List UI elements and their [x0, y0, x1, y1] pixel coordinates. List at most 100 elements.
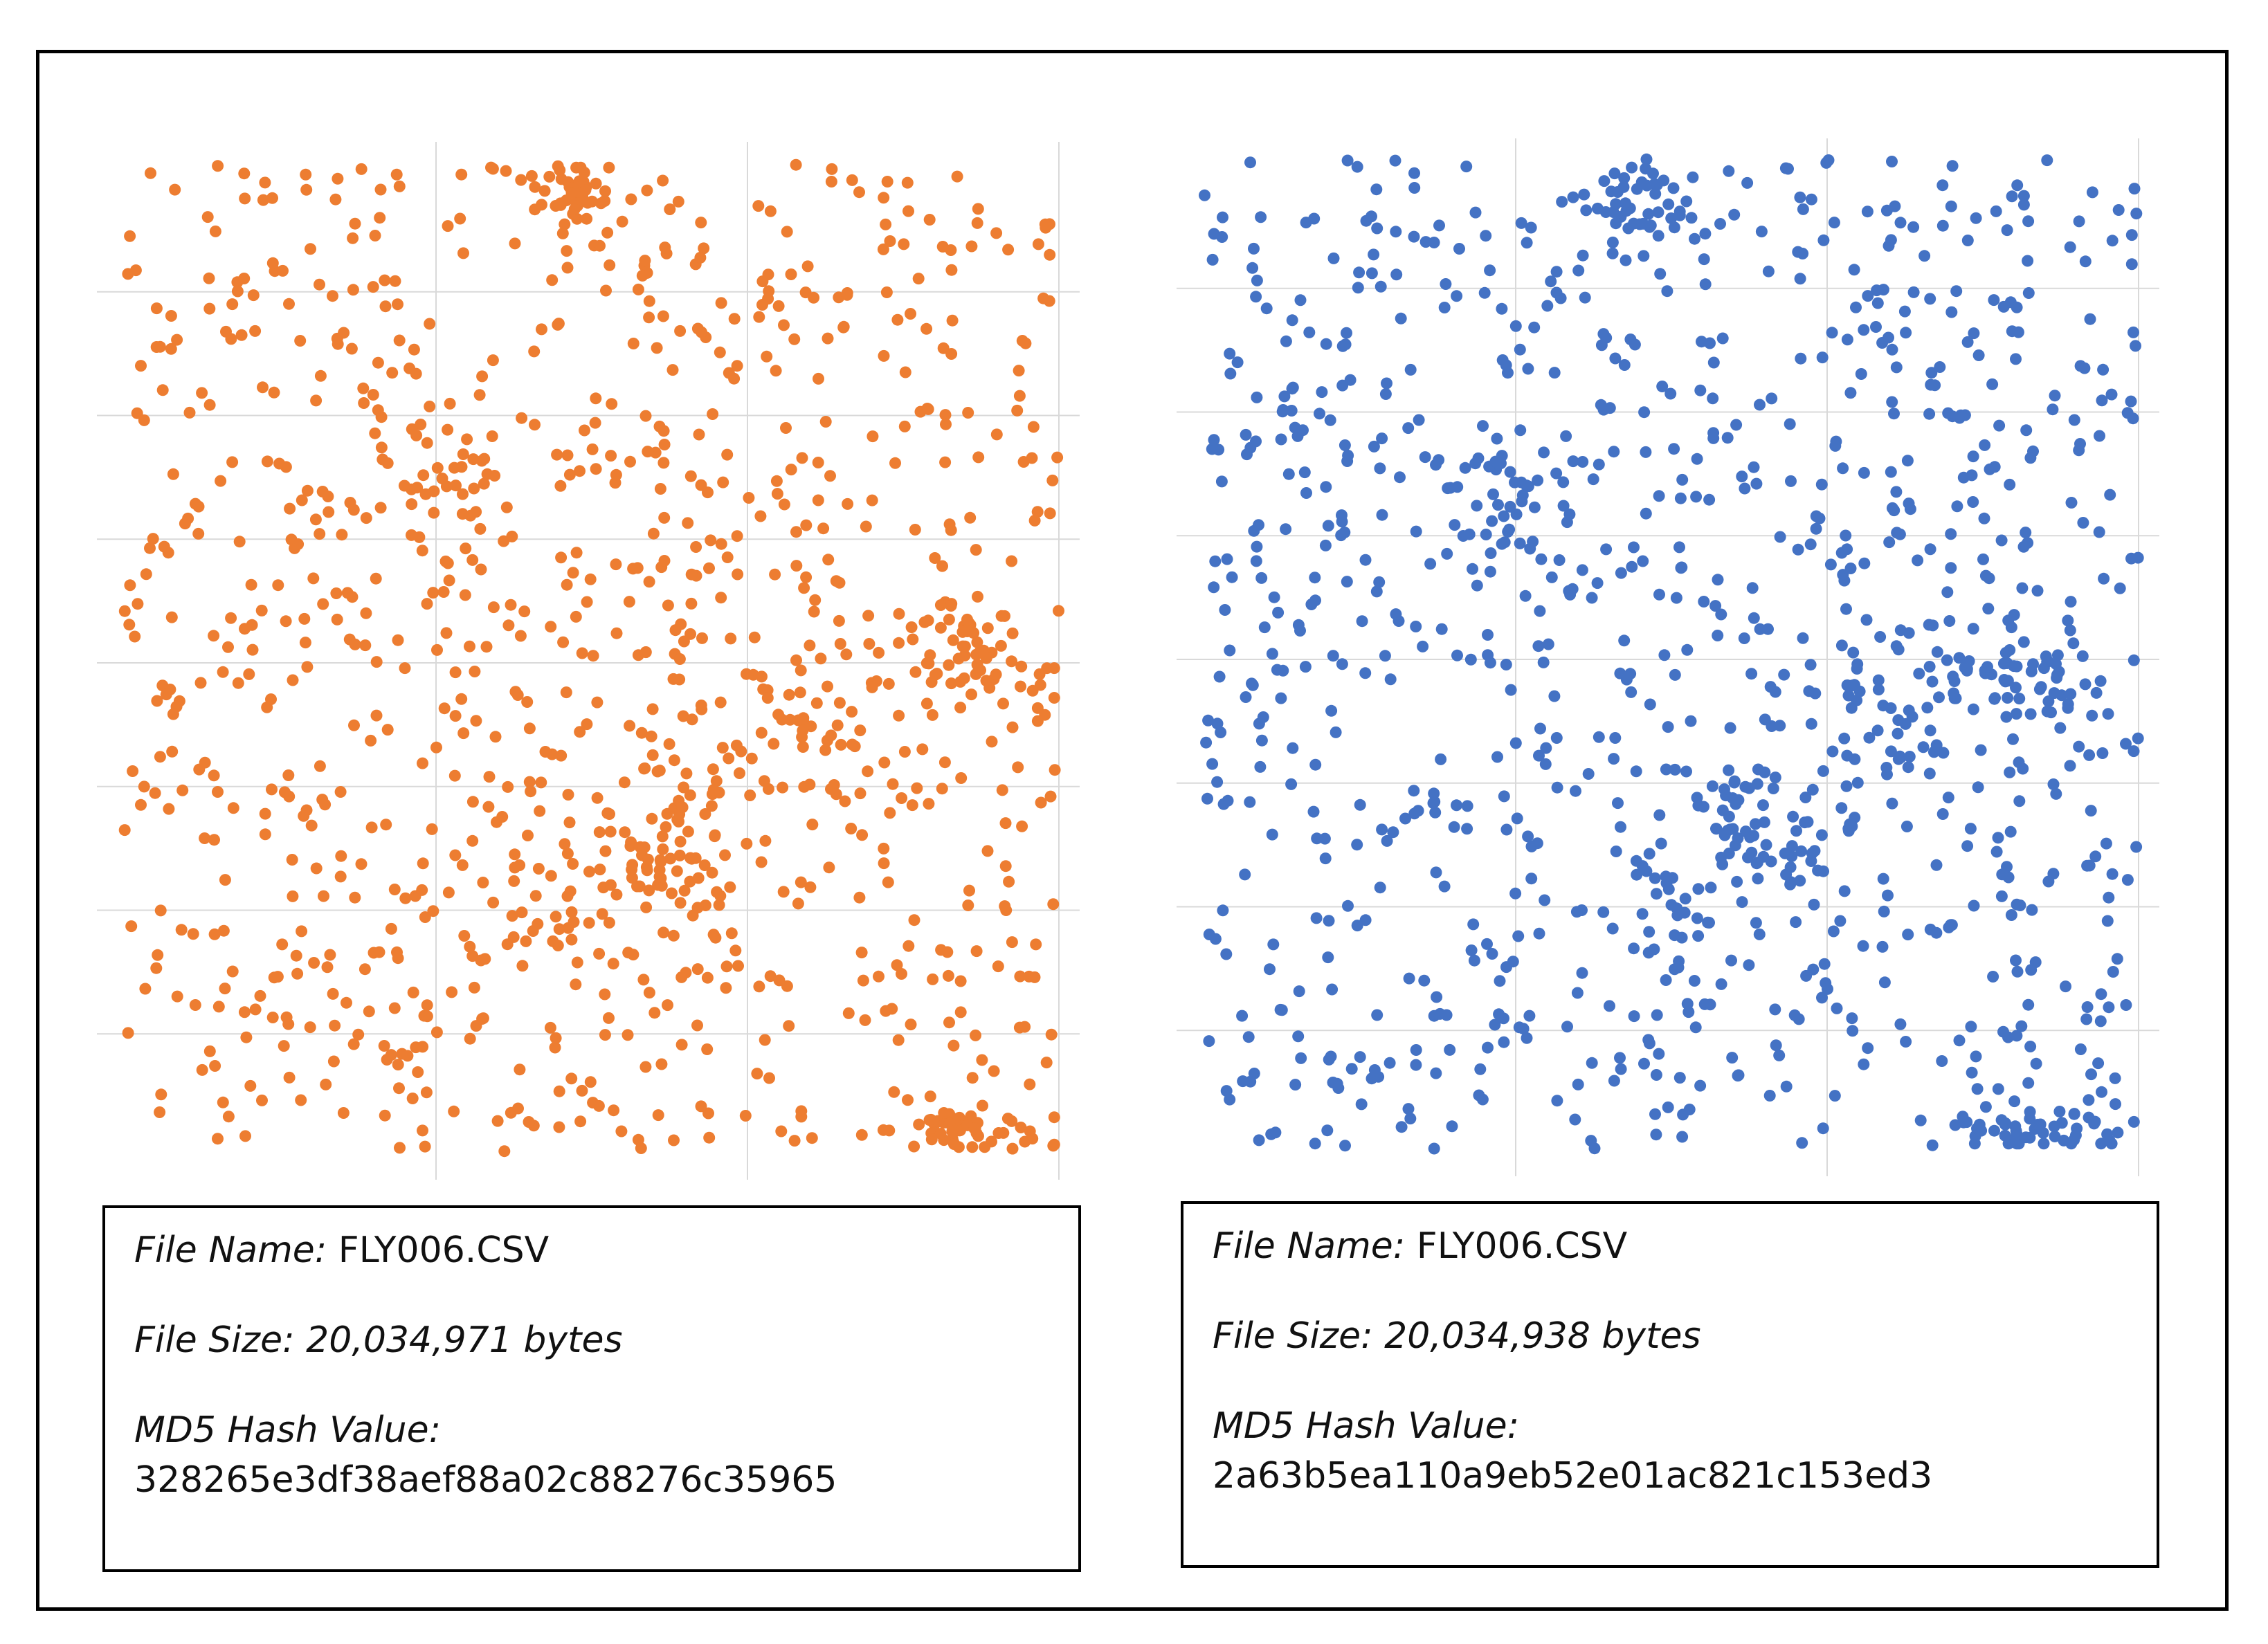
left-scatter-point	[266, 257, 279, 269]
left-scatter-point	[310, 862, 323, 875]
right-scatter-point	[2030, 1057, 2042, 1070]
left-scatter-point	[317, 598, 329, 610]
right-scatter-point	[2083, 749, 2096, 761]
left-scatter-point	[790, 526, 802, 538]
left-scatter-point	[972, 203, 984, 215]
left-scatter-point	[415, 419, 427, 430]
left-scatter-point	[183, 406, 196, 419]
left-scatter-point	[929, 668, 941, 681]
right-scatter-point	[1933, 691, 1945, 704]
right-scatter-point	[1970, 212, 1982, 224]
left-scatter-point	[515, 174, 527, 186]
left-scatter-point	[1006, 655, 1018, 668]
right-scatter-point	[1567, 191, 1579, 203]
left-scatter-point	[165, 611, 178, 623]
right-scatter-point	[2089, 1115, 2101, 1128]
right-scatter-point	[1682, 1006, 1695, 1019]
left-scatter-point	[780, 422, 792, 434]
left-scatter-point	[800, 571, 813, 583]
right-scatter-point	[1806, 783, 1819, 796]
left-scatter-point	[553, 1085, 565, 1097]
left-scatter-point	[118, 605, 131, 617]
right-scatter-point	[1566, 583, 1579, 595]
right-scatter-point	[1822, 983, 1833, 995]
right-scatter-point	[1642, 208, 1655, 220]
right-scatter-point	[1963, 655, 1975, 667]
left-scatter-point	[920, 322, 933, 335]
right-scatter-point	[1847, 646, 1860, 659]
left-scatter-point	[624, 720, 636, 732]
right-scatter-point	[2067, 637, 2080, 650]
right-scatter-point	[1255, 572, 1268, 584]
left-scatter-point	[440, 480, 453, 493]
right-scatter-point	[1704, 337, 1716, 349]
right-scatter-point	[1990, 205, 2002, 217]
left-scatter-point	[152, 949, 164, 961]
right-scatter-point	[1404, 1113, 1417, 1125]
right-scatter-point	[1287, 742, 1299, 754]
left-scatter-point	[938, 756, 951, 769]
right-scatter-point	[1222, 794, 1234, 807]
right-scatter-point	[2015, 1020, 2028, 1032]
left-scatter-point	[812, 494, 824, 506]
left-scatter-point	[860, 520, 872, 533]
left-scatter-point	[546, 274, 559, 286]
left-scatter-point	[272, 579, 284, 592]
right-scatter-point	[1872, 674, 1885, 686]
left-scatter-point	[639, 255, 651, 267]
right-scatter-point	[1723, 764, 1735, 776]
right-scatter-point	[1440, 278, 1452, 290]
left-scatter-point	[442, 220, 454, 232]
left-scatter-point	[545, 870, 557, 882]
right-scatter-point	[1206, 758, 1219, 770]
right-scatter-point	[1743, 959, 1755, 971]
right-scatter-point	[1459, 462, 1471, 474]
right-scatter-point	[1428, 787, 1440, 800]
left-scatter-point	[334, 870, 347, 883]
right-scatter-point	[1368, 440, 1380, 453]
left-scatter-point	[473, 389, 486, 401]
right-scatter-point	[1487, 488, 1499, 500]
right-scatter-point	[1236, 1010, 1249, 1022]
left-scatter-point	[698, 242, 710, 255]
left-scatter-point	[941, 946, 954, 958]
right-scatter-point	[1550, 467, 1563, 480]
right-scatter-point	[1951, 500, 1963, 513]
right-scatter-point	[1930, 739, 1943, 751]
right-scatter-point	[1578, 188, 1590, 201]
left-scatter-point	[523, 1116, 535, 1128]
left-scatter-point	[277, 264, 289, 277]
right-scatter-point	[2020, 527, 2032, 539]
right-scatter-point	[1997, 1025, 2009, 1038]
left-scatter-point	[254, 989, 266, 1002]
right-scatter-point	[2014, 899, 2026, 911]
right-scatter-point	[1975, 744, 1987, 756]
left-scatter-point	[999, 860, 1012, 873]
left-scatter-point	[286, 854, 298, 866]
left-scatter-point	[795, 1111, 808, 1123]
right-scatter-point	[2027, 658, 2039, 670]
right-scatter-point	[1964, 823, 1977, 835]
left-scatter-point	[284, 502, 296, 515]
right-scatter-point	[1749, 818, 1761, 830]
left-scatter-point	[440, 627, 453, 639]
right-scatter-point	[1780, 868, 1793, 881]
left-scatter-point	[417, 469, 430, 482]
left-scatter-point	[261, 455, 273, 468]
left-scatter-point	[408, 343, 420, 356]
right-scatter-point	[1668, 221, 1680, 234]
right-scatter-point	[1674, 492, 1687, 504]
left-scatter-point	[314, 278, 325, 291]
right-scatter-point	[1522, 830, 1534, 843]
left-scatter-point	[979, 1141, 991, 1153]
left-scatter-point	[203, 399, 216, 411]
right-scatter-point	[1213, 444, 1225, 456]
right-scatter-point	[1792, 543, 1804, 556]
left-scatter-point	[374, 502, 387, 514]
left-scatter-point	[576, 647, 588, 659]
left-scatter-point	[1031, 715, 1044, 727]
right-scatter-point	[1219, 604, 1231, 616]
left-scatter-point	[651, 342, 663, 354]
right-scatter-point	[1607, 206, 1620, 218]
right-scatter-point	[1410, 1044, 1422, 1056]
